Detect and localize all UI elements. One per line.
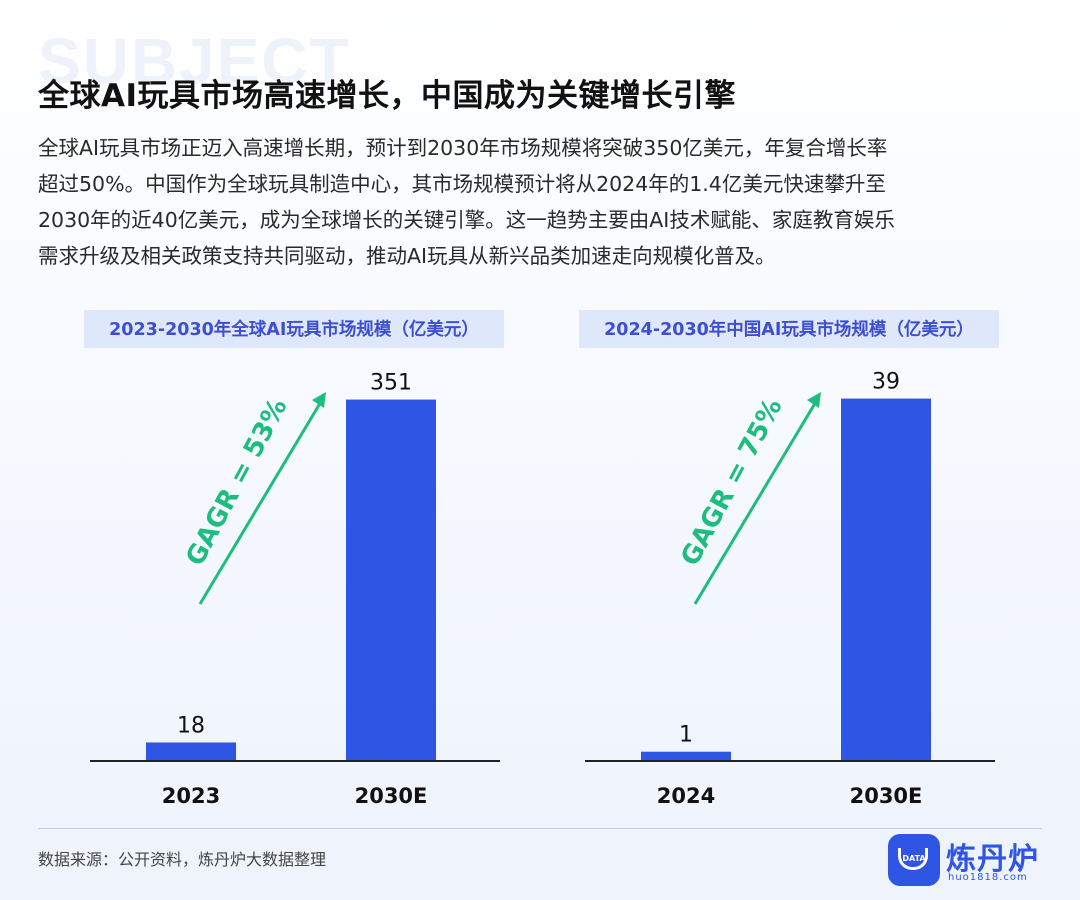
intro-paragraph: 全球AI玩具市场正迈入高速增长期，预计到2030年市场规模将突破350亿美元，年… <box>38 130 1048 274</box>
global-market-chart: 2023-2030年全球AI玩具市场规模（亿美元） 18 2023 351 2030E G… <box>60 300 530 820</box>
category-label-2023: 2023 <box>162 784 220 808</box>
source-note: 数据来源：公开资料，炼丹炉大数据整理 <box>38 850 327 869</box>
intro-line: 超过50%。中国作为全球玩具制造中心，其市场规模预计将从2024年的1.4亿美元… <box>38 172 886 196</box>
value-label-2024: 1 <box>679 723 693 748</box>
brand-logo: DATA 炼丹炉 huo1818.com <box>888 834 1048 888</box>
page-title: 全球AI玩具市场高速增长，中国成为关键增长引擎 <box>38 78 737 114</box>
china-chart-svg: 2024-2030年中国AI玩具市场规模（亿美元）12024392030EGAG… <box>579 310 999 808</box>
global-chart-svg: 2023-2030年全球AI玩具市场规模（亿美元）1820233512030EG… <box>84 310 504 808</box>
logo-cup-icon: DATA <box>888 834 940 886</box>
intro-line: 需求升级及相关政策支持共同驱动，推动AI玩具从新兴品类加速走向规模化普及。 <box>38 244 776 268</box>
chart-title: 2024-2030年中国AI玩具市场规模（亿美元） <box>604 319 974 340</box>
bar-2023 <box>146 742 236 761</box>
logo-icon-text: DATA <box>902 854 926 863</box>
chart-title-background <box>579 310 999 348</box>
category-label-2030E: 2030E <box>850 784 923 808</box>
bar-2030E <box>841 398 931 761</box>
chart-title: 2023-2030年全球AI玩具市场规模（亿美元） <box>109 319 479 340</box>
value-label-2030E: 351 <box>370 371 412 396</box>
intro-line: 全球AI玩具市场正迈入高速增长期，预计到2030年市场规模将突破350亿美元，年… <box>38 136 888 160</box>
category-label-2030E: 2030E <box>355 784 428 808</box>
china-market-chart: 2024-2030年中国AI玩具市场规模（亿美元） 1 2024 39 2030E GAG… <box>555 300 1025 820</box>
cagr-arrow <box>693 399 819 605</box>
value-label-2023: 18 <box>177 713 205 738</box>
category-label-2024: 2024 <box>657 784 715 808</box>
cagr-arrow-head <box>312 392 326 408</box>
footer-divider <box>38 828 1042 829</box>
logo-url: huo1818.com <box>948 872 1028 883</box>
bar-2030E <box>346 399 436 761</box>
logo-name: 炼丹炉 <box>946 842 1039 877</box>
subject-watermark: SUBJECT <box>38 25 351 97</box>
bar-2024 <box>641 751 731 761</box>
cagr-arrow-head <box>807 392 821 408</box>
chart-title-background <box>84 310 504 348</box>
intro-line: 2030年的近40亿美元，成为全球增长的关键引擎。这一趋势主要由AI技术赋能、家… <box>38 208 895 232</box>
value-label-2030E: 39 <box>872 370 900 395</box>
cagr-arrow <box>198 399 324 605</box>
